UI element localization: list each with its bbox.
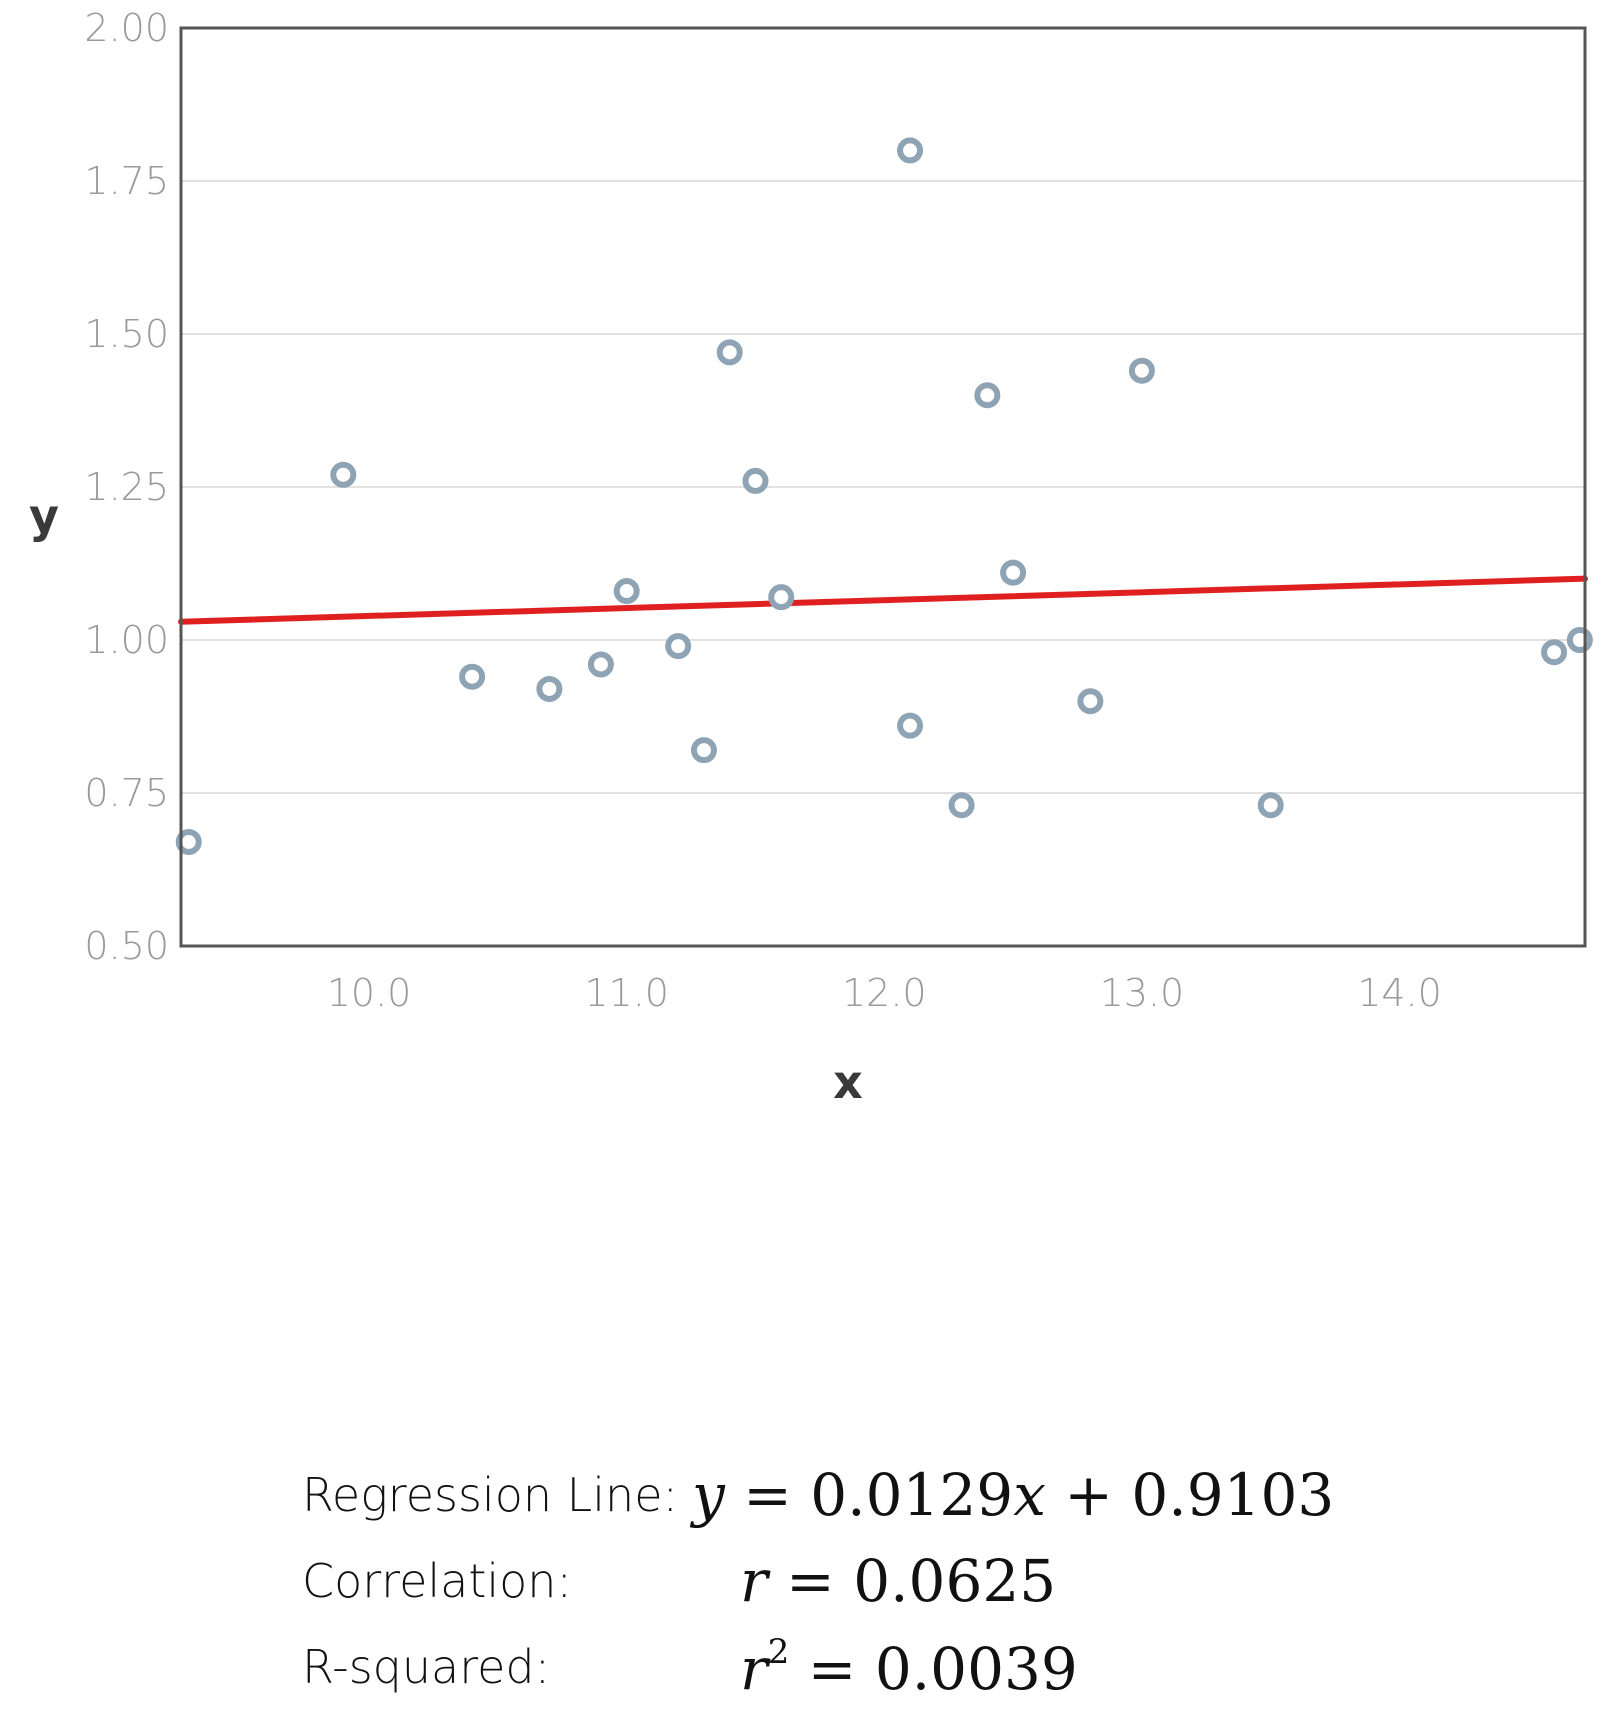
data-point: [974, 382, 1001, 409]
correlation-row: Correlation: r = 0.0625: [302, 1538, 1502, 1624]
rsquared-value: = 0.0039: [789, 1634, 1078, 1703]
rsquared-label: R-squared:: [302, 1640, 551, 1694]
regression-intercept: + 0.9103: [1045, 1461, 1335, 1529]
x-tick-label: 13.0: [1100, 971, 1185, 1015]
data-point: [1128, 357, 1155, 384]
correlation-label: Correlation:: [302, 1554, 572, 1608]
regression-label: Regression Line:: [302, 1468, 678, 1522]
data-point: [742, 467, 769, 494]
regression-slope: = 0.0129: [724, 1461, 1014, 1529]
x-axis-title: x: [833, 1055, 863, 1109]
x-tick-label: 10.0: [327, 971, 412, 1015]
data-point: [665, 633, 692, 660]
rsquared-var: r: [740, 1634, 768, 1703]
regression-x-var: x: [1013, 1461, 1046, 1529]
correlation-equation: r = 0.0625: [740, 1547, 1056, 1615]
data-point: [948, 792, 975, 819]
regression-stats: Regression Line: y = 0.0129x + 0.9103 Co…: [302, 1452, 1502, 1710]
data-point: [768, 584, 795, 611]
data-point: [459, 663, 486, 690]
rsquared-row: R-squared: r2 = 0.0039: [302, 1624, 1502, 1710]
data-point: [1541, 639, 1568, 666]
data-point: [1257, 792, 1284, 819]
data-point: [536, 675, 563, 702]
data-point: [716, 339, 743, 366]
y-tick-label: 1.00: [84, 618, 169, 662]
regression-layer: [178, 575, 1588, 625]
correlation-value: = 0.0625: [767, 1547, 1057, 1615]
y-tick-label: 1.50: [84, 312, 169, 356]
y-tick-labels: 0.50 0.75 1.00 1.25 1.50 1.75 2.00: [84, 6, 169, 968]
data-point: [690, 737, 717, 764]
y-tick-label: 1.75: [84, 159, 169, 203]
data-point: [897, 712, 924, 739]
data-point: [175, 828, 202, 855]
x-tick-labels: 10.0 11.0 12.0 13.0 14.0: [327, 971, 1442, 1015]
regression-row: Regression Line: y = 0.0129x + 0.9103: [302, 1452, 1502, 1538]
x-tick-label: 14.0: [1357, 971, 1442, 1015]
regression-y-var: y: [692, 1461, 725, 1529]
data-point: [587, 651, 614, 678]
data-point: [1000, 559, 1027, 586]
regression-line: [178, 575, 1588, 625]
y-tick-label: 2.00: [84, 6, 169, 50]
grid-lines: [181, 180, 1585, 794]
data-point: [1077, 688, 1104, 715]
rsquared-equation: r2 = 0.0039: [740, 1632, 1078, 1703]
data-point: [897, 137, 924, 164]
x-tick-label: 12.0: [842, 971, 927, 1015]
data-points: [175, 137, 1593, 855]
data-point: [613, 578, 640, 605]
plot-frame: [179, 26, 1587, 948]
y-axis-title: y: [29, 489, 59, 543]
y-tick-label: 0.50: [84, 924, 169, 968]
regression-equation: y = 0.0129x + 0.9103: [692, 1461, 1334, 1529]
rsquared-exponent: 2: [767, 1631, 790, 1672]
data-point: [330, 461, 357, 488]
y-tick-label: 1.25: [84, 465, 169, 509]
data-point: [1566, 627, 1593, 653]
correlation-var: r: [740, 1547, 768, 1615]
y-tick-label: 0.75: [84, 771, 169, 815]
x-tick-label: 11.0: [584, 971, 669, 1015]
